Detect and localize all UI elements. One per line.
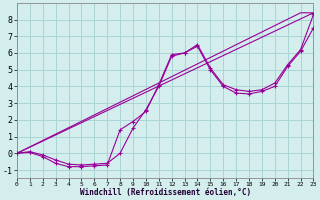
X-axis label: Windchill (Refroidissement éolien,°C): Windchill (Refroidissement éolien,°C) [80, 188, 251, 197]
